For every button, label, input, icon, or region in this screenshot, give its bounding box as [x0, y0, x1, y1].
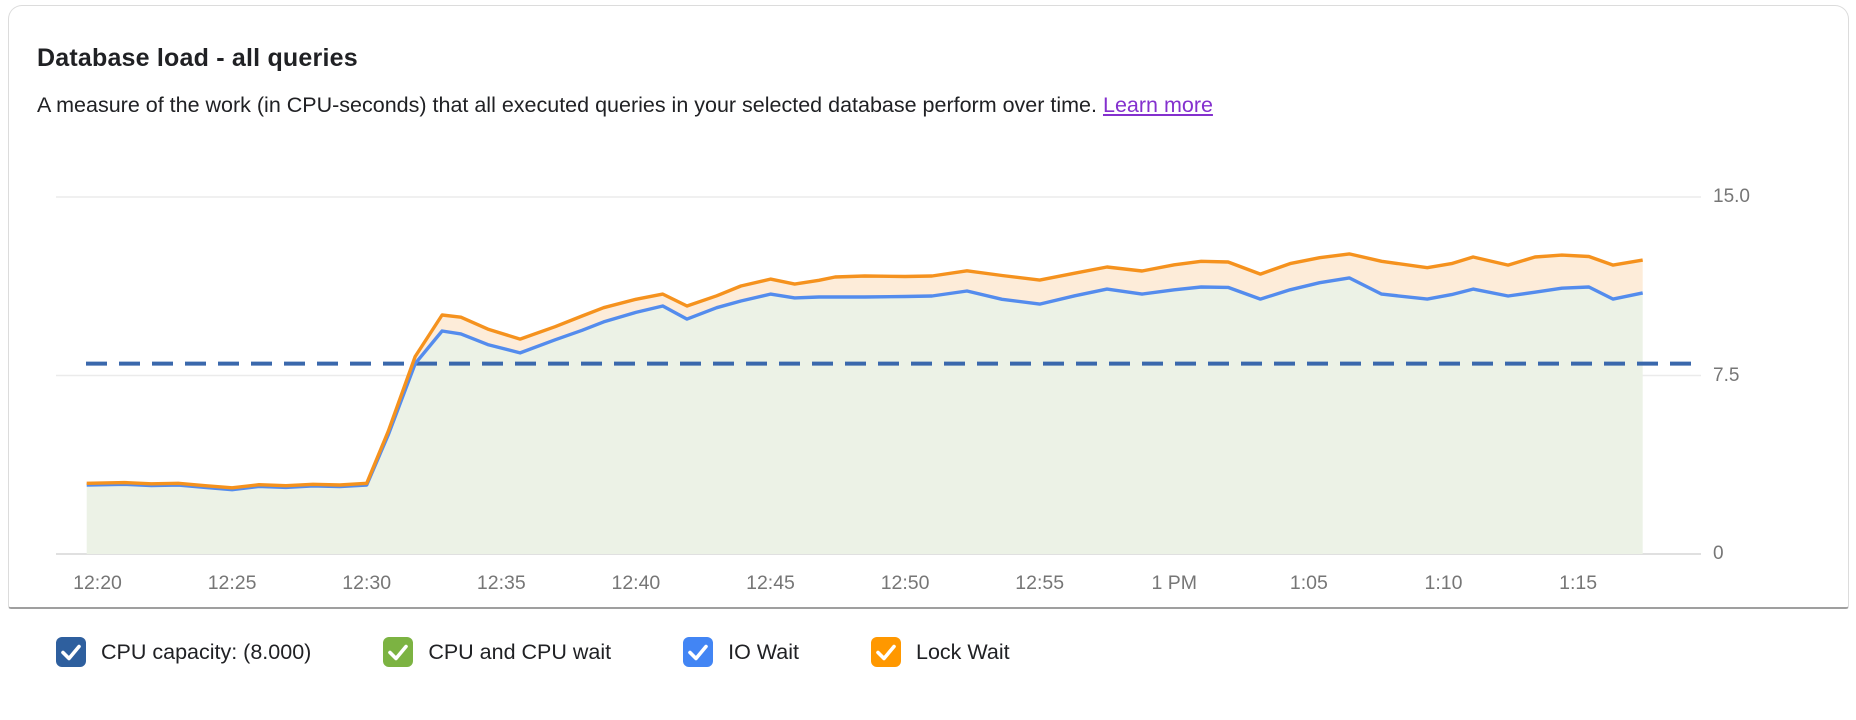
legend-label: CPU capacity: (8.000): [101, 639, 312, 664]
legend-item-cpu-and-cpu-wait[interactable]: CPU and CPU wait: [383, 637, 611, 667]
x-axis-label: 12:50: [880, 572, 930, 594]
chart-description-text: A measure of the work (in CPU-seconds) t…: [37, 93, 1097, 117]
x-axis-label: 12:55: [1015, 572, 1065, 594]
checkmark-icon: [688, 644, 708, 661]
checkmark-icon: [876, 644, 896, 661]
learn-more-link[interactable]: Learn more: [1102, 93, 1213, 117]
y-axis-label: 15.0: [1713, 186, 1750, 207]
database-load-chart[interactable]: [9, 6, 1848, 607]
x-axis-label: 1 PM: [1151, 572, 1198, 594]
lock-wait-checkbox[interactable]: [871, 637, 902, 667]
y-axis-label: 7.5: [1713, 364, 1740, 386]
legend-item-io-wait[interactable]: IO Wait: [683, 637, 799, 667]
chart-description: A measure of the work (in CPU-seconds) t…: [37, 93, 1213, 118]
x-axis-label: 12:40: [611, 572, 661, 594]
legend-label: Lock Wait: [916, 639, 1010, 664]
x-axis-label: 12:20: [73, 572, 122, 594]
database-load-card: Database load - all queries A measure of…: [8, 5, 1849, 667]
checkmark-icon: [388, 644, 409, 661]
x-axis-label: 1:05: [1289, 572, 1328, 594]
x-axis-label: 12:30: [342, 572, 392, 594]
checkmark-icon: [61, 644, 81, 661]
io-wait-checkbox[interactable]: [683, 637, 714, 667]
x-axis-label: 12:45: [746, 572, 795, 594]
x-axis-label: 12:35: [476, 572, 526, 594]
y-axis-label: 0: [1713, 543, 1724, 564]
legend-label: IO Wait: [728, 639, 800, 664]
cpu-and-cpu-wait-checkbox[interactable]: [383, 637, 414, 667]
x-axis-label: 12:25: [207, 572, 257, 594]
x-axis-label: 1:15: [1559, 572, 1598, 594]
chart-legend: CPU capacity: (8.000) CPU and CPU wait I…: [56, 637, 1010, 667]
legend-item-cpu-capacity[interactable]: CPU capacity: (8.000): [56, 637, 311, 667]
cpu-capacity-checkbox[interactable]: [56, 637, 86, 667]
x-axis-label: 1:10: [1424, 572, 1463, 594]
legend-label: CPU and CPU wait: [428, 639, 612, 664]
chart-title: Database load - all queries: [37, 44, 358, 72]
legend-item-lock-wait[interactable]: Lock Wait: [871, 637, 1010, 667]
